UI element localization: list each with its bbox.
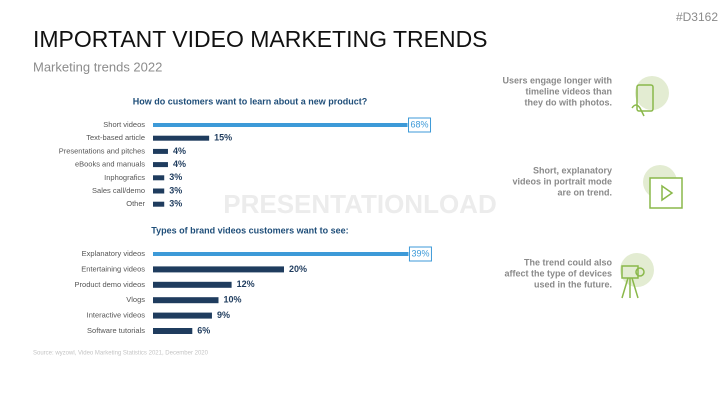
category-label: Other bbox=[126, 199, 145, 208]
source: Source: wyzowl, Video Marketing Statisti… bbox=[33, 351, 209, 357]
bar bbox=[153, 266, 284, 273]
category-label: Interactive videos bbox=[87, 311, 146, 320]
note-text: Users engage longer with bbox=[502, 75, 612, 85]
bar bbox=[153, 148, 168, 154]
slide-code: #D3162 bbox=[676, 10, 718, 24]
note-text: affect the type of devices bbox=[504, 268, 612, 278]
value-label: 10% bbox=[224, 295, 242, 305]
category-label: Vlogs bbox=[126, 295, 145, 304]
icon-film bbox=[643, 165, 683, 209]
note-text: The trend could also bbox=[524, 257, 613, 267]
value-label: 4% bbox=[173, 146, 186, 156]
bar bbox=[153, 297, 219, 304]
value-label-box bbox=[408, 246, 432, 262]
note-text: videos in portrait mode bbox=[512, 176, 612, 186]
bar bbox=[153, 312, 212, 319]
bar bbox=[153, 201, 165, 207]
category-label: Inphografics bbox=[104, 173, 145, 182]
slide-title: IMPORTANT VIDEO MARKETING TRENDS bbox=[33, 26, 488, 52]
note-text: Short, explanatory bbox=[533, 165, 612, 175]
value-label: 3% bbox=[169, 172, 182, 182]
value-label: 3% bbox=[169, 199, 182, 209]
bar bbox=[153, 281, 232, 288]
bar bbox=[153, 188, 165, 194]
icon-camera bbox=[620, 253, 654, 299]
bar bbox=[153, 328, 193, 334]
category-label: Short videos bbox=[103, 120, 145, 129]
value-label: 20% bbox=[289, 264, 307, 274]
category-label: Software tutorials bbox=[87, 326, 145, 335]
value-label-box bbox=[408, 117, 432, 133]
category-label: Sales call/demo bbox=[92, 186, 145, 195]
value-label: 6% bbox=[197, 325, 210, 335]
slide-subtitle: Marketing trends 2022 bbox=[33, 59, 162, 74]
value-label: 68% bbox=[411, 119, 429, 129]
bar bbox=[153, 175, 165, 181]
value-label: 4% bbox=[173, 159, 186, 169]
bar bbox=[153, 135, 210, 141]
watermark: PRESENTATIONLOAD bbox=[223, 189, 496, 219]
value-label: 3% bbox=[169, 185, 182, 195]
bar bbox=[153, 252, 409, 256]
value-label: 15% bbox=[214, 133, 232, 143]
note-text: timeline videos than bbox=[525, 86, 612, 96]
value-label: 9% bbox=[217, 310, 230, 320]
category-label: Entertaining videos bbox=[81, 264, 145, 273]
note-text: they do with photos. bbox=[525, 97, 613, 107]
category-label: eBooks and manuals bbox=[75, 160, 145, 169]
chart-title: Types of brand videos customers want to … bbox=[151, 225, 348, 235]
note-text: used in the future. bbox=[534, 279, 612, 289]
bar bbox=[153, 162, 168, 168]
category-label: Product demo videos bbox=[75, 280, 146, 289]
category-label: Text-based article bbox=[86, 133, 145, 142]
icon-phone bbox=[631, 76, 669, 117]
category-label: Explanatory videos bbox=[82, 249, 146, 258]
note-text: are on trend. bbox=[557, 187, 612, 197]
value-label: 39% bbox=[411, 248, 429, 258]
category-label: Presentations and pitches bbox=[59, 146, 146, 155]
bar bbox=[153, 123, 408, 127]
chart-title: How do customers want to learn about a n… bbox=[133, 96, 368, 106]
value-label: 12% bbox=[237, 279, 255, 289]
